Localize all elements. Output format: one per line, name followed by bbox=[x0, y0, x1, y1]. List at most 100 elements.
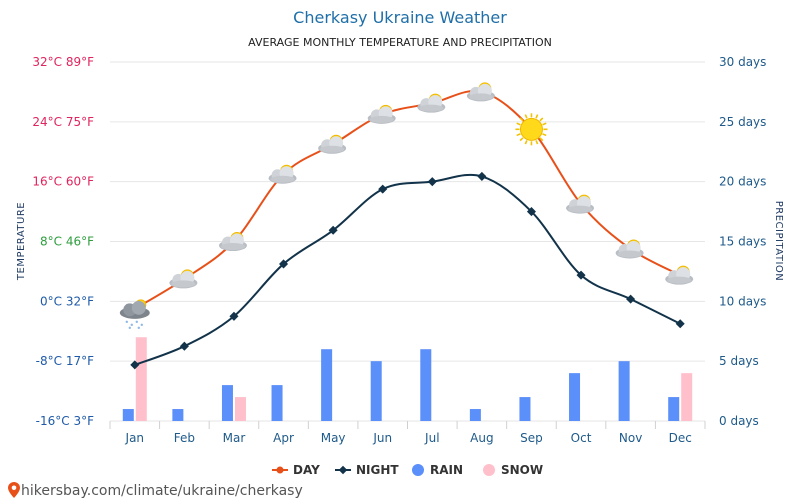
precipitation-axis-title: PRECIPITATION bbox=[773, 201, 784, 282]
rain-bar bbox=[668, 397, 680, 421]
snowflake bbox=[130, 323, 133, 327]
snow-cloud-icon bbox=[119, 299, 150, 330]
cloud-shape bbox=[468, 93, 493, 101]
rain-bar bbox=[172, 409, 184, 421]
partly-cloudy-icon bbox=[566, 194, 595, 214]
temperature-tick-label: -16°C 3°F bbox=[36, 414, 94, 428]
month-axis-ticks: Jan Feb Mar Apr May Jun Jul Aug Sep Oct Nov Dec bbox=[125, 431, 692, 445]
cloud-shape bbox=[171, 280, 196, 288]
night-point bbox=[229, 311, 239, 321]
grid-lines bbox=[109, 61, 706, 429]
chart-title: Cherkasy Ukraine Weather bbox=[293, 8, 507, 27]
precipitation-tick-label: 5 days bbox=[719, 354, 759, 368]
month-tick-label: Oct bbox=[571, 431, 592, 445]
temperature-tick-label: 16°C 60°F bbox=[32, 175, 94, 189]
precipitation-tick-label: 0 days bbox=[719, 414, 759, 428]
temperature-tick-label: 24°C 75°F bbox=[32, 115, 94, 129]
month-tick-label: Aug bbox=[470, 431, 493, 445]
partly-cloudy-icon bbox=[268, 164, 297, 184]
legend-marker bbox=[338, 465, 348, 475]
rain-bar bbox=[420, 349, 432, 421]
night-temperature-line bbox=[134, 173, 681, 366]
rain-bar bbox=[321, 349, 333, 421]
night-point bbox=[626, 294, 636, 304]
legend-item-night[interactable]: NIGHT bbox=[335, 463, 399, 477]
temperature-lines bbox=[130, 88, 685, 370]
rain-bar bbox=[221, 385, 233, 421]
source-text: hikersbay.com/climate/ukraine/cherkasy bbox=[21, 483, 303, 499]
cloud-shape bbox=[617, 250, 642, 258]
rain-bar bbox=[370, 361, 382, 421]
cloud-shape bbox=[667, 276, 692, 284]
partly-cloudy-icon bbox=[318, 134, 347, 154]
snowflake bbox=[140, 323, 143, 327]
cloud-shape bbox=[320, 145, 345, 153]
legend-label: NIGHT bbox=[356, 463, 399, 477]
snow-bar bbox=[135, 337, 147, 421]
legend-item-rain[interactable]: RAIN bbox=[412, 463, 463, 477]
sun-ray bbox=[535, 140, 539, 145]
month-tick-label: Jun bbox=[372, 431, 392, 445]
rain-bar bbox=[271, 385, 283, 421]
night-point bbox=[179, 341, 189, 351]
precipitation-tick-label: 10 days bbox=[719, 294, 766, 308]
legend-marker bbox=[276, 466, 284, 474]
temperature-tick-label: -8°C 17°F bbox=[36, 354, 94, 368]
chart-subtitle: AVERAGE MONTHLY TEMPERATURE AND PRECIPIT… bbox=[248, 36, 552, 49]
night-point bbox=[130, 360, 140, 370]
legend-item-snow[interactable]: SNOW bbox=[483, 463, 543, 477]
sun-ray bbox=[519, 137, 524, 142]
partly-cloudy-icon bbox=[218, 232, 247, 251]
partly-cloudy-icon bbox=[169, 269, 198, 289]
sun-ray bbox=[516, 133, 521, 137]
night-point bbox=[526, 207, 536, 217]
month-tick-label: Sep bbox=[520, 431, 543, 445]
night-point bbox=[477, 171, 487, 181]
temperature-tick-label: 0°C 32°F bbox=[40, 294, 94, 308]
sun-ray bbox=[539, 117, 544, 122]
temperature-tick-label: 32°C 89°F bbox=[32, 55, 94, 69]
sun-icon bbox=[515, 113, 548, 146]
snowflake bbox=[128, 326, 131, 330]
temperature-axis-ticks: 32°C 89°F 24°C 75°F 16°C 60°F 8°C 46°F 0°C 3… bbox=[32, 55, 94, 428]
legend-marker bbox=[412, 464, 424, 476]
snowflake bbox=[135, 320, 138, 324]
night-point bbox=[427, 177, 437, 187]
rain-bar bbox=[569, 373, 581, 421]
cloud-shape bbox=[369, 115, 394, 123]
legend: DAY NIGHT RAIN SNOW bbox=[272, 463, 543, 477]
month-tick-label: Mar bbox=[223, 431, 246, 445]
rain-bar bbox=[618, 361, 630, 421]
cloud-shape bbox=[270, 175, 295, 183]
snow-bar bbox=[234, 397, 246, 421]
sun-ray bbox=[542, 133, 547, 137]
sun-ray bbox=[535, 114, 539, 119]
month-tick-label: Dec bbox=[669, 431, 692, 445]
cloud-shape bbox=[419, 104, 444, 112]
month-tick-label: May bbox=[321, 431, 346, 445]
precipitation-tick-label: 15 days bbox=[719, 235, 766, 249]
snowflake bbox=[137, 326, 140, 330]
temperature-tick-label: 8°C 46°F bbox=[40, 235, 94, 249]
precipitation-axis-ticks: 30 days 25 days 20 days 15 days 10 days 5 day… bbox=[719, 55, 766, 428]
source-link[interactable]: hikersbay.com/climate/ukraine/cherkasy bbox=[8, 482, 303, 499]
location-pin-icon bbox=[8, 482, 20, 498]
precipitation-bars bbox=[122, 337, 693, 421]
month-tick-label: Jul bbox=[424, 431, 439, 445]
precipitation-tick-label: 25 days bbox=[719, 115, 766, 129]
legend-label: SNOW bbox=[501, 463, 543, 477]
legend-item-day[interactable]: DAY bbox=[272, 463, 320, 477]
sun-ray bbox=[524, 140, 528, 145]
month-tick-label: Apr bbox=[273, 431, 294, 445]
sun-ray bbox=[519, 117, 524, 122]
sun-ray bbox=[516, 122, 521, 126]
legend-label: DAY bbox=[293, 463, 320, 477]
partly-cloudy-icon bbox=[615, 239, 644, 259]
month-tick-label: Jan bbox=[125, 431, 145, 445]
sun-shape bbox=[519, 117, 543, 141]
weather-icons bbox=[119, 82, 694, 330]
precipitation-tick-label: 20 days bbox=[719, 175, 766, 189]
night-point bbox=[378, 184, 388, 194]
temperature-axis-title: TEMPERATURE bbox=[16, 202, 27, 281]
